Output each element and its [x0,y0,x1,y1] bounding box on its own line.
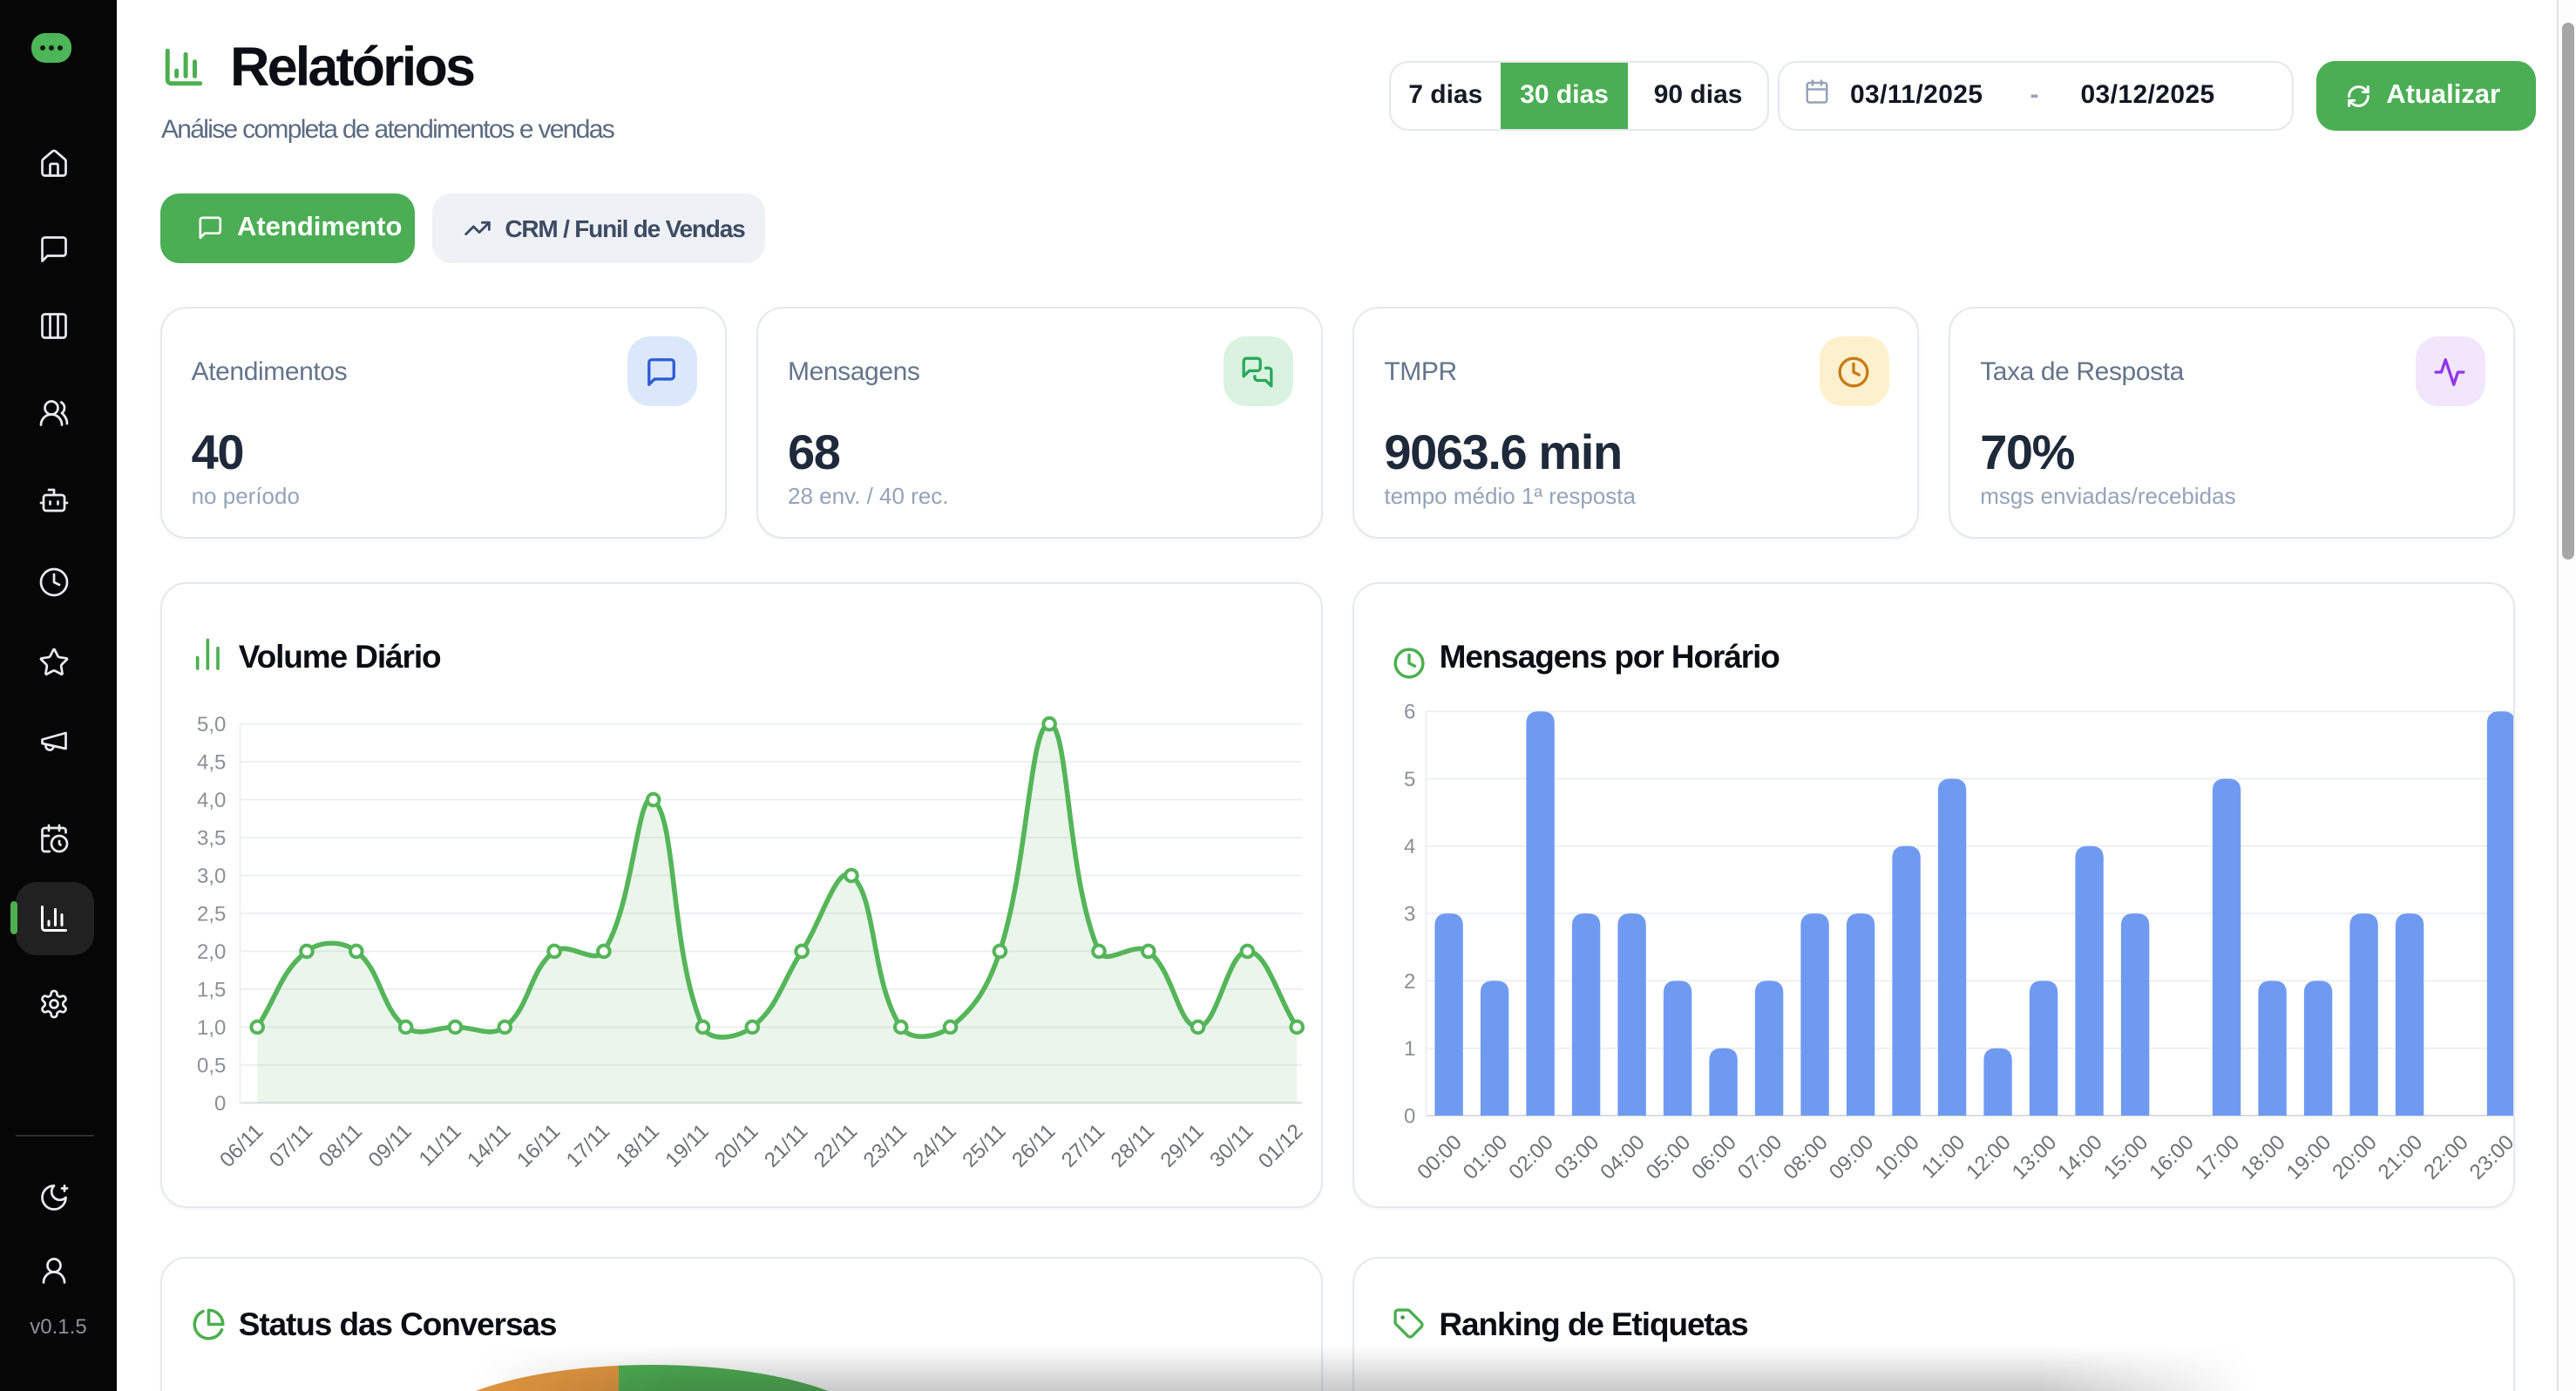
svg-text:01:00: 01:00 [1458,1130,1512,1184]
svg-text:04:00: 04:00 [1596,1130,1650,1184]
svg-text:16/11: 16/11 [512,1119,565,1171]
svg-text:17:00: 17:00 [2190,1130,2244,1184]
svg-text:06/11: 06/11 [215,1119,268,1171]
svg-text:14:00: 14:00 [2053,1130,2107,1184]
svg-text:01/12: 01/12 [1253,1119,1307,1173]
svg-text:28/11: 28/11 [1106,1119,1158,1171]
svg-text:05:00: 05:00 [1641,1130,1695,1184]
svg-text:25/11: 25/11 [958,1119,1010,1171]
svg-text:20:00: 20:00 [2328,1130,2382,1184]
svg-text:07:00: 07:00 [1732,1130,1786,1184]
svg-text:13:00: 13:00 [2007,1130,2061,1184]
svg-text:10:00: 10:00 [1870,1130,1924,1184]
svg-text:18:00: 18:00 [2236,1130,2290,1184]
svg-text:09:00: 09:00 [1824,1130,1878,1184]
svg-text:3,0: 3,0 [197,864,226,887]
svg-text:12:00: 12:00 [1962,1130,2016,1184]
svg-text:1,5: 1,5 [197,977,226,1001]
svg-text:0: 0 [214,1091,226,1115]
svg-text:23:00: 23:00 [2464,1130,2514,1184]
svg-text:4: 4 [1404,834,1415,858]
svg-text:1,0: 1,0 [197,1015,226,1039]
svg-text:2: 2 [1404,969,1415,993]
svg-text:0,5: 0,5 [197,1053,226,1076]
svg-text:08:00: 08:00 [1779,1130,1833,1184]
svg-text:5,0: 5,0 [197,712,226,736]
svg-text:23/11: 23/11 [858,1119,911,1171]
svg-text:3,5: 3,5 [197,825,226,849]
svg-text:3: 3 [1404,902,1415,926]
svg-text:08/11: 08/11 [314,1119,366,1171]
svg-text:11/11: 11/11 [414,1119,465,1170]
svg-text:30/11: 30/11 [1205,1119,1257,1171]
svg-text:18/11: 18/11 [611,1119,663,1171]
svg-text:5: 5 [1404,767,1415,790]
svg-text:20/11: 20/11 [710,1119,763,1171]
svg-text:11:00: 11:00 [1917,1130,1969,1182]
svg-text:03:00: 03:00 [1549,1130,1603,1184]
svg-text:1: 1 [1404,1036,1415,1060]
svg-text:17/11: 17/11 [561,1119,613,1171]
svg-text:15:00: 15:00 [2098,1130,2152,1184]
svg-text:14/11: 14/11 [463,1119,515,1171]
svg-text:26/11: 26/11 [1007,1119,1060,1171]
svg-text:09/11: 09/11 [363,1119,416,1171]
svg-text:22/11: 22/11 [809,1119,861,1171]
svg-text:0: 0 [1404,1103,1415,1127]
svg-text:21/11: 21/11 [760,1119,812,1171]
svg-text:16:00: 16:00 [2145,1130,2199,1184]
svg-text:2,5: 2,5 [197,901,226,925]
svg-text:07/11: 07/11 [265,1119,317,1171]
svg-text:6: 6 [1404,700,1415,723]
svg-text:19/11: 19/11 [661,1119,713,1171]
svg-text:00:00: 00:00 [1413,1130,1467,1184]
svg-text:27/11: 27/11 [1057,1119,1109,1171]
svg-text:24/11: 24/11 [908,1119,960,1171]
svg-text:21:00: 21:00 [2373,1130,2427,1184]
svg-text:22:00: 22:00 [2419,1130,2473,1184]
svg-text:29/11: 29/11 [1156,1119,1208,1171]
svg-text:2,0: 2,0 [197,940,226,963]
svg-text:06:00: 06:00 [1687,1130,1741,1184]
svg-text:02:00: 02:00 [1504,1130,1558,1184]
svg-text:4,0: 4,0 [197,788,226,811]
svg-text:19:00: 19:00 [2281,1130,2335,1184]
svg-text:4,5: 4,5 [197,750,226,773]
